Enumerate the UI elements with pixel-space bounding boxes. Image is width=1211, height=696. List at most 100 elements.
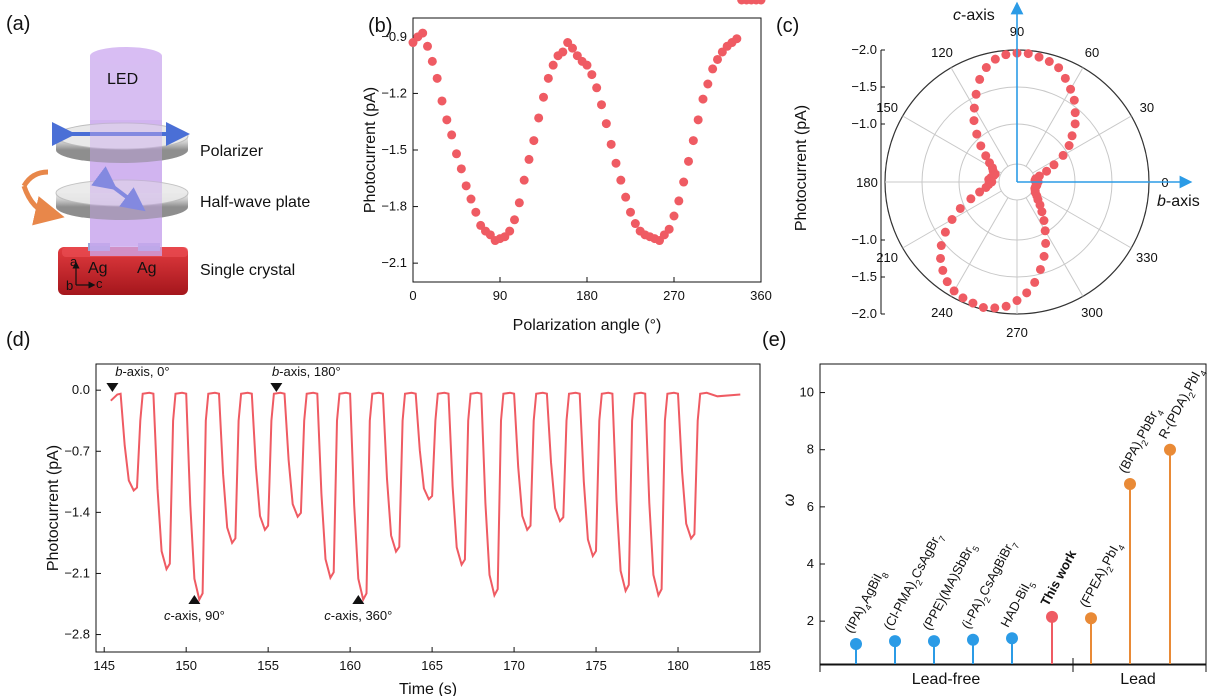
data-point xyxy=(587,70,597,80)
data-point xyxy=(582,60,592,70)
chart-d-xlabel: Time (s) xyxy=(399,681,457,696)
angle-tick-label: 120 xyxy=(931,45,953,60)
data-point xyxy=(471,207,481,217)
label-part: (FPEA) xyxy=(1076,565,1109,610)
data-point xyxy=(938,265,948,275)
grid-spoke xyxy=(950,67,1009,167)
annotation-label: b-axis, 180° xyxy=(272,364,341,379)
b-axis-label-italic: b xyxy=(1157,193,1166,210)
data-point xyxy=(427,56,437,66)
data-point xyxy=(611,158,621,168)
chart-d: 145 150 155 160 165 170 175 180 185 0.0 −0.7 −1.4 −2… xyxy=(45,363,771,696)
grid-spoke xyxy=(902,115,1002,174)
category-label: (FPEA)2PbI4 xyxy=(1076,539,1127,612)
data-point xyxy=(1064,141,1074,151)
data-point xyxy=(510,215,519,225)
chart-b: 0 90 180 270 360 −0.9 −1.2 −1.5 −1.8 −2.1 Polariz… xyxy=(362,0,772,334)
label-sub: 4 xyxy=(863,603,874,612)
data-point xyxy=(519,175,529,185)
data-point xyxy=(1066,84,1076,94)
axis-b-label: b xyxy=(66,278,73,293)
triangle-up-icon xyxy=(352,595,365,604)
x-tick-label: 160 xyxy=(339,658,361,673)
radial-tick-label: −1.0 xyxy=(851,232,877,247)
label-part: CsAgBiBr xyxy=(976,541,1016,598)
data-point xyxy=(630,219,640,229)
category-label: This work xyxy=(1037,547,1079,608)
data-point xyxy=(1039,216,1049,226)
data-point xyxy=(936,241,946,251)
data-point xyxy=(616,175,626,185)
data-point xyxy=(1035,264,1045,274)
triangle-up-icon xyxy=(188,595,201,604)
label-sub: 2 xyxy=(1139,438,1150,447)
data-point xyxy=(679,177,689,187)
annotation-rest: -axis, 360° xyxy=(331,608,393,623)
data-point xyxy=(505,226,515,236)
annotation-rest: -axis, 0° xyxy=(122,364,169,379)
data-point xyxy=(597,100,606,110)
data-point xyxy=(524,154,534,164)
annotation-axis: b xyxy=(115,364,122,379)
data-point xyxy=(1034,52,1044,62)
data-point xyxy=(1049,160,1059,170)
x-tick-label: 150 xyxy=(175,658,197,673)
chart-e: 2 4 6 8 10 (IPA)4AgBiI8(Cl-PMA)2CsAgBr7(PPE)… xyxy=(781,363,1209,688)
x-tick-label: 185 xyxy=(749,658,771,673)
axis-c-label: c xyxy=(96,276,103,291)
angle-tick-label: 240 xyxy=(931,305,953,320)
annotation-label: c-axis, 360° xyxy=(324,608,392,623)
data-point xyxy=(601,119,611,129)
data-point xyxy=(684,156,693,166)
data-point xyxy=(1032,179,1042,189)
rotate-icon xyxy=(21,169,49,188)
c-axis-label-rest: -axis xyxy=(961,7,995,24)
annotation-axis: c xyxy=(324,608,331,623)
chart-d-annotations: b-axis, 0° b-axis, 180°c-axis, 90° c-axis,… xyxy=(106,364,392,623)
data-point xyxy=(693,115,703,125)
data-point xyxy=(1070,119,1080,129)
category-label: HAD-BiI5 xyxy=(997,577,1038,632)
chart-b-frame xyxy=(412,17,762,283)
radial-tick-label: −1.5 xyxy=(851,79,877,94)
data-point xyxy=(955,203,965,213)
data-point xyxy=(975,187,985,197)
data-point xyxy=(529,136,539,146)
angle-tick-label: 60 xyxy=(1085,45,1099,60)
annotation-label: c-axis, 90° xyxy=(164,608,225,623)
panel-label-a: (a) xyxy=(6,13,30,35)
y-tick-label: 8 xyxy=(807,442,814,457)
chart-e-groups: Lead-free Lead xyxy=(819,658,1207,688)
x-tick-label: 360 xyxy=(750,288,772,303)
y-tick-label: −0.9 xyxy=(381,29,407,44)
data-point xyxy=(971,89,981,99)
data-point xyxy=(674,196,684,206)
data-point xyxy=(942,277,952,287)
led-label: LED xyxy=(107,71,138,88)
chart-c: 3060120150180210240270300330090−2.0−1.5−… xyxy=(793,1,1200,340)
data-point xyxy=(1070,108,1080,118)
data-point xyxy=(1044,57,1054,67)
data-point xyxy=(936,253,946,263)
category-label: R-(PDA)2PbI4 xyxy=(1155,365,1209,443)
data-point xyxy=(452,149,461,159)
chart-b-points xyxy=(408,0,766,246)
x-tick-label: 90 xyxy=(493,288,507,303)
data-point xyxy=(708,64,718,74)
x-tick-label: 170 xyxy=(503,658,525,673)
chart-e-ticks: 2 4 6 8 10 xyxy=(800,385,825,628)
annotation-axis: c xyxy=(164,608,171,623)
data-point xyxy=(976,141,986,151)
annotation-axis: b xyxy=(272,364,279,379)
data-point xyxy=(698,94,708,104)
data-point xyxy=(548,60,558,70)
y-tick-label: −1.8 xyxy=(381,199,407,214)
data-point xyxy=(514,198,524,208)
grid-spoke xyxy=(1025,197,1084,297)
data-point xyxy=(958,293,968,303)
data-point xyxy=(972,129,982,139)
data-point xyxy=(1039,251,1049,261)
chart-d-ylabel: Photocurrent (pA) xyxy=(45,445,62,571)
label-sub: 4 xyxy=(1198,369,1209,378)
